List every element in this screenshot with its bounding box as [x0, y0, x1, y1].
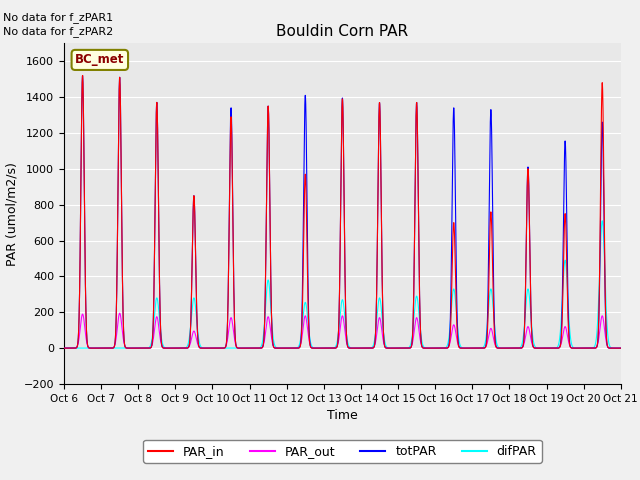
- X-axis label: Time: Time: [327, 409, 358, 422]
- Text: No data for f_zPAR2: No data for f_zPAR2: [3, 26, 113, 37]
- Y-axis label: PAR (umol/m2/s): PAR (umol/m2/s): [5, 162, 18, 265]
- Title: Bouldin Corn PAR: Bouldin Corn PAR: [276, 24, 408, 39]
- Text: No data for f_zPAR1: No data for f_zPAR1: [3, 12, 113, 23]
- Legend: PAR_in, PAR_out, totPAR, difPAR: PAR_in, PAR_out, totPAR, difPAR: [143, 440, 541, 463]
- Text: BC_met: BC_met: [75, 53, 125, 66]
